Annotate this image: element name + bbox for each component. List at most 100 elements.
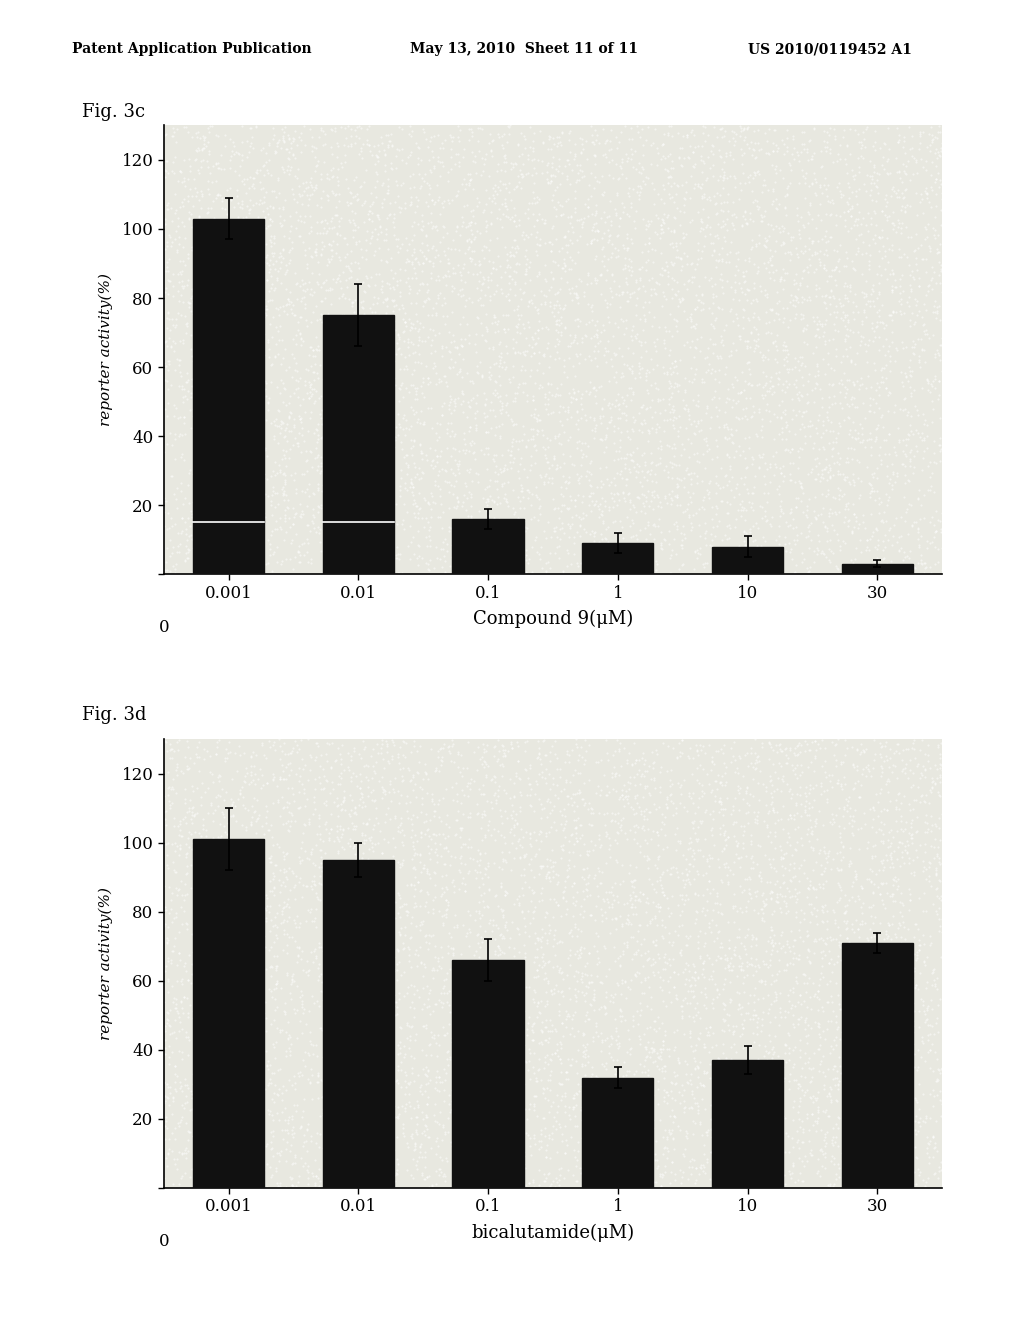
Point xyxy=(292,506,308,527)
Point xyxy=(932,747,948,768)
Point xyxy=(376,557,392,578)
Point xyxy=(289,288,305,309)
Point xyxy=(477,859,494,880)
Point xyxy=(451,239,467,260)
Point xyxy=(550,498,566,519)
Point xyxy=(461,950,477,972)
Point xyxy=(612,429,629,450)
Point xyxy=(268,1173,285,1195)
Point xyxy=(855,1168,871,1189)
Point xyxy=(281,927,297,948)
Point xyxy=(809,242,825,263)
Point xyxy=(655,193,672,214)
Point xyxy=(271,129,288,150)
Point xyxy=(169,1065,185,1086)
Point xyxy=(641,290,657,312)
Point xyxy=(441,516,458,537)
Point xyxy=(879,883,895,904)
Point xyxy=(639,1016,655,1038)
Point xyxy=(743,454,760,475)
Point xyxy=(848,511,864,532)
Point xyxy=(912,235,929,256)
Point xyxy=(193,442,209,463)
Point xyxy=(345,837,361,858)
Point xyxy=(452,131,468,152)
Point xyxy=(380,135,396,156)
Point xyxy=(660,321,677,342)
Point xyxy=(356,193,373,214)
Point xyxy=(451,1001,467,1022)
Point xyxy=(232,156,249,177)
Point xyxy=(758,322,774,343)
Point xyxy=(904,1102,921,1123)
Point xyxy=(263,1131,280,1152)
Point xyxy=(865,154,882,176)
Point xyxy=(512,160,528,181)
Point xyxy=(348,1137,365,1158)
Point xyxy=(660,371,677,392)
Point xyxy=(419,975,435,997)
Point xyxy=(262,249,279,271)
Point xyxy=(463,487,479,508)
Point xyxy=(911,535,928,556)
Point xyxy=(712,165,728,186)
Point xyxy=(672,495,688,516)
Point xyxy=(885,264,901,285)
Point xyxy=(732,956,749,977)
Point xyxy=(225,403,242,424)
Point xyxy=(689,861,706,882)
Point xyxy=(796,417,812,438)
Point xyxy=(327,120,343,141)
Point xyxy=(311,532,328,553)
Point xyxy=(925,962,941,983)
Point xyxy=(929,243,945,264)
Point xyxy=(414,913,430,935)
Point xyxy=(454,873,470,894)
Point xyxy=(845,494,861,515)
Point xyxy=(672,350,688,371)
Point xyxy=(544,1122,560,1143)
Point xyxy=(208,1138,224,1159)
Point xyxy=(243,117,259,139)
Point xyxy=(869,539,886,560)
Point xyxy=(525,1063,542,1084)
Point xyxy=(779,516,796,537)
Point xyxy=(512,1012,528,1034)
Point xyxy=(212,785,228,807)
Point xyxy=(682,187,698,209)
Point xyxy=(606,198,623,219)
Point xyxy=(331,1048,347,1069)
Point xyxy=(327,1094,343,1115)
Point xyxy=(481,1109,498,1130)
Point xyxy=(434,1148,451,1170)
Point xyxy=(244,830,260,851)
Point xyxy=(773,1166,790,1187)
Point xyxy=(516,916,532,937)
Point xyxy=(243,813,259,834)
Point xyxy=(474,867,490,888)
Point xyxy=(646,306,663,327)
Point xyxy=(763,366,779,387)
Point xyxy=(800,925,816,946)
Point xyxy=(696,1156,713,1177)
Point xyxy=(674,537,690,558)
Point xyxy=(865,462,882,483)
Point xyxy=(174,1019,190,1040)
Point xyxy=(869,1049,886,1071)
Point xyxy=(868,429,885,450)
Point xyxy=(206,446,222,467)
Point xyxy=(749,1011,765,1032)
Point xyxy=(924,132,940,153)
Point xyxy=(353,148,370,169)
Point xyxy=(896,302,912,323)
Point xyxy=(231,498,248,519)
Point xyxy=(587,521,603,543)
Point xyxy=(546,449,562,470)
Point xyxy=(722,561,738,582)
Point xyxy=(750,536,766,557)
Point xyxy=(560,150,577,172)
Point xyxy=(506,1090,522,1111)
Point xyxy=(714,1019,730,1040)
Point xyxy=(618,354,635,375)
Point xyxy=(500,284,516,305)
